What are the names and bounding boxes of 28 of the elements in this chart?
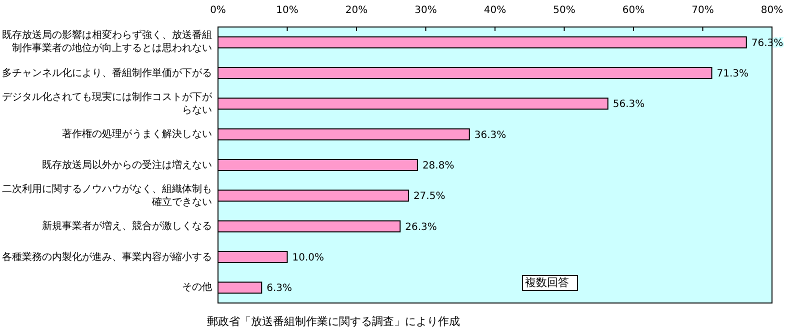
data-label: 56.3%: [612, 99, 645, 110]
y-tick-label: 新規事業者が増え、競合が激しくなる: [41, 220, 212, 233]
x-tick-label: 40%: [484, 5, 506, 16]
y-tick-label: デジタル化されても現実には制作コストが下がらない: [2, 90, 212, 117]
y-tick-label: その他: [181, 281, 212, 294]
text: 郵政省「放送番組制作業に関する調査」により作成: [207, 315, 460, 329]
data-label: 27.5%: [413, 191, 446, 202]
data-label: 71.3%: [716, 68, 749, 80]
x-tick-label: 60%: [622, 5, 645, 16]
y-tick-label: 既存放送局の影響は相変わらず強く、放送番組制作事業者の地位が向上するとは思われない: [2, 29, 212, 56]
x-tick-label: 70%: [692, 5, 714, 16]
data-label: 6.3%: [266, 283, 292, 294]
y-tick-label: 多チャンネル化により、番組制作単価が下がる: [2, 66, 212, 80]
data-label: 26.3%: [405, 222, 437, 233]
y-tick-label: 各種業務の内製化が進み、事業内容が縮小する: [2, 250, 212, 264]
y-tick-label: 既存放送局以外からの受注は増えない: [41, 158, 212, 172]
y-tick-label: 著作権の処理がうまく解決しない: [61, 128, 212, 141]
x-tick-label: 20%: [345, 5, 368, 16]
annotation: 複数回答: [522, 275, 578, 291]
x-tick-label: 0%: [210, 5, 226, 16]
x-tick-label: 10%: [276, 5, 298, 16]
data-label: 36.3%: [474, 130, 506, 141]
x-tick-label: 80%: [760, 5, 784, 16]
x-tick-label: 50%: [553, 5, 576, 16]
x-tick-label: 30%: [414, 5, 437, 16]
data-label: 10.0%: [292, 252, 324, 264]
y-tick-label: 二次利用に関するノウハウがなく、組織体制も確立できない: [2, 182, 212, 209]
data-label: 28.8%: [422, 160, 454, 172]
